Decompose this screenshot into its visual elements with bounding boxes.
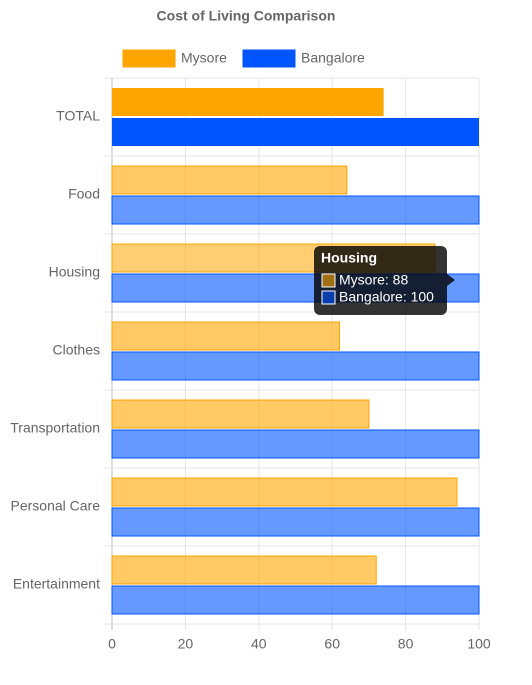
y-tick-label: Entertainment [13,576,100,592]
x-tick-label: 40 [251,636,267,652]
legend-label: Mysore [181,50,227,66]
x-tick-label: 20 [178,636,194,652]
tooltip-swatch [321,290,336,305]
x-tick-label: 60 [324,636,340,652]
bar [111,321,341,351]
bar [111,351,480,381]
legend-label: Bangalore [301,50,365,66]
y-tick-label: Personal Care [11,498,101,514]
bar [111,429,480,459]
x-tick-label: 80 [398,636,414,652]
bar [111,165,348,195]
bar [111,585,480,615]
tooltip-line: Bangalore: 100 [339,289,434,305]
x-tick-label: 0 [108,636,116,652]
tooltip-line: Mysore: 88 [339,272,408,288]
bar [111,555,377,585]
y-tick-label: Housing [49,264,100,280]
y-tick-label: TOTAL [56,108,100,124]
tooltip-caret [447,274,455,286]
y-tick-label: Clothes [53,342,100,358]
bar [111,399,370,429]
tooltip-title: Housing [321,250,377,266]
bar [111,507,480,537]
x-tick-label: 100 [467,636,491,652]
chart-title: Cost of Living Comparison [157,8,336,24]
bar [111,195,480,225]
bar [112,118,479,146]
y-tick-label: Food [68,186,100,202]
y-tick-label: Transportation [10,420,100,436]
bar [112,88,384,116]
legend-swatch [122,49,176,68]
tooltip-box [314,246,447,315]
bar [111,477,458,507]
legend-swatch [242,49,296,68]
tooltip-swatch [321,273,336,288]
